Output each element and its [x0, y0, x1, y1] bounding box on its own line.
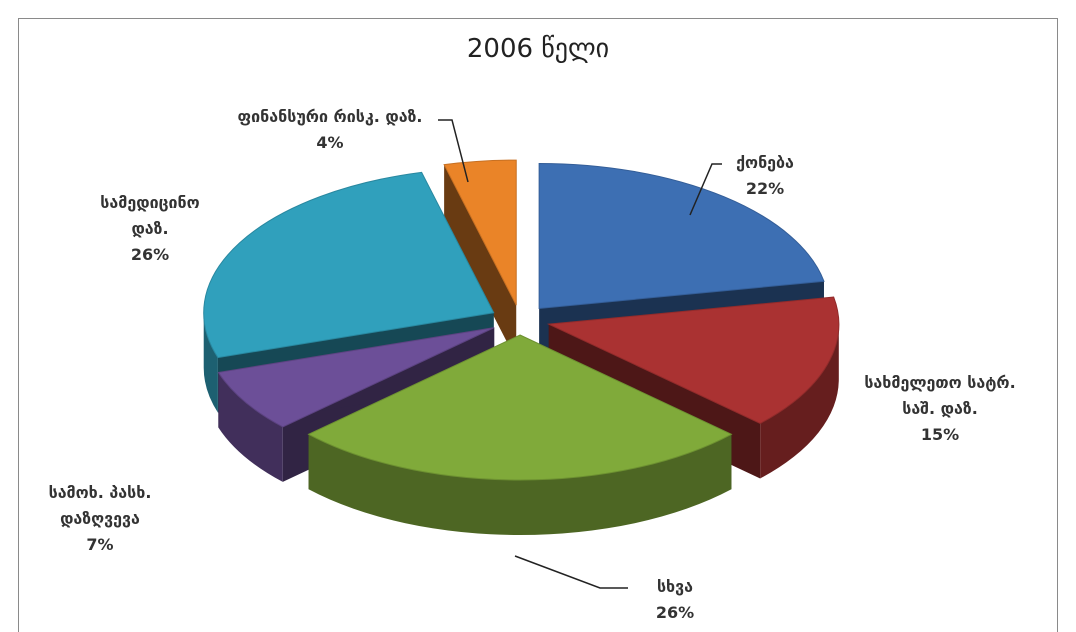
category-label: ფინანსური რისკ. დაზ.: [237, 107, 423, 126]
percent-label: 15%: [920, 425, 960, 444]
data-label: ფინანსური რისკ. დაზ. 4%: [205, 104, 455, 156]
slice-top: [538, 162, 825, 309]
percent-label: 26%: [130, 245, 170, 264]
data-label: სახმელეთო სატრ. საშ. დაზ. 15%: [850, 370, 1030, 448]
slice: [307, 334, 733, 535]
slice: [443, 159, 517, 361]
category-label: სამედიცინო დაზ.: [100, 193, 200, 238]
chart-frame: [18, 18, 1058, 632]
slice-side: [308, 434, 732, 535]
slice-top: [443, 159, 517, 306]
slice-side: [218, 372, 283, 482]
category-label: სამოხ. პასხ. დაზღვევა: [48, 483, 152, 528]
percent-label: 26%: [655, 603, 695, 622]
data-label: ქონება 22%: [705, 150, 825, 202]
percent-label: 4%: [316, 133, 344, 152]
slice-top: [307, 334, 733, 481]
leader-line: [438, 119, 469, 183]
slice-edge: [444, 164, 517, 361]
category-label: სახმელეთო სატრ. საშ. დაზ.: [864, 373, 1016, 418]
leader-line: [514, 555, 628, 589]
slice-side: [203, 312, 218, 413]
slice-top: [546, 296, 840, 425]
slice-top: [217, 327, 495, 428]
leader-line: [689, 163, 722, 216]
percent-label: 7%: [86, 535, 114, 554]
data-label: სხვა 26%: [610, 574, 740, 626]
data-label: სამედიცინო დაზ. 26%: [85, 190, 215, 268]
category-label: სხვა: [656, 577, 694, 596]
data-label: სამოხ. პასხ. დაზღვევა 7%: [25, 480, 175, 558]
chart-title: 2006 წელი: [466, 34, 610, 64]
category-label: ქონება: [736, 153, 794, 172]
slice-top: [203, 171, 495, 359]
percent-label: 22%: [745, 179, 785, 198]
slice-side: [760, 324, 839, 479]
